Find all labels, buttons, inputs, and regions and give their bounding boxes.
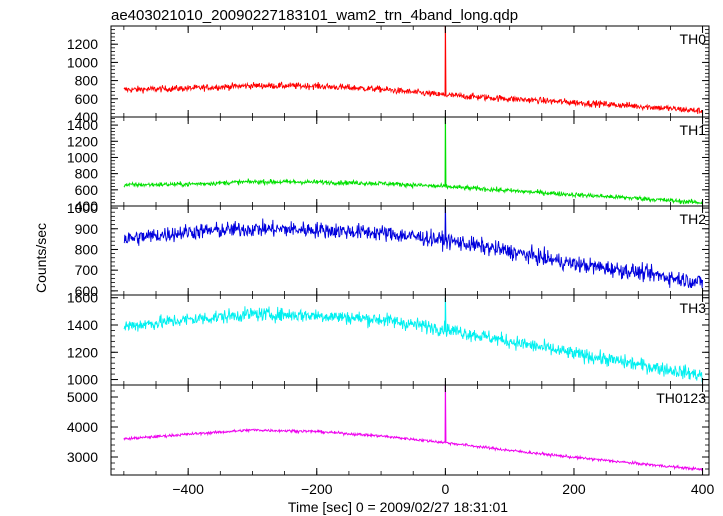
series-line-th0123 [123,385,703,472]
panel-frame [110,25,710,118]
x-tick-label: −400 [172,481,204,497]
y-tick-label: 1000 [67,149,98,165]
y-tick-label: 700 [75,262,99,278]
panel-label-th3: TH3 [680,300,707,316]
y-axis-label: Counts/sec [33,223,49,293]
panel-frame [110,294,710,386]
y-tick-label: 1600 [67,290,98,306]
y-tick-label: 1200 [67,36,98,52]
series-line-th0 [123,26,703,114]
y-tick-label: 1000 [67,54,98,70]
series-line-th1 [123,117,703,205]
y-tick-label: 1200 [67,133,98,149]
panel-th2: 600 700 800 900 1000 TH2 [67,200,710,299]
y-tick-label: 400 [75,109,99,125]
y-tick-label: 800 [75,73,99,89]
y-tick-label: 1000 [67,200,98,216]
x-tick-label: −200 [301,481,333,497]
panel-th3: 1000 1200 1400 1600 TH3 [67,290,710,388]
chart-title: ae403021010_20090227183101_wam2_trn_4ban… [111,7,518,24]
y-tick-label: 1200 [67,344,98,360]
y-tick-label: 400 [75,198,99,214]
panel-label-th0: TH0 [680,31,707,47]
x-axis: −400 −200 0 200 400 [172,481,714,497]
x-tick-label: 400 [691,481,715,497]
y-tick-label: 800 [75,241,99,257]
x-axis-label: Time [sec] 0 = 2009/02/27 18:31:01 [288,499,508,515]
panel-th0123: 3000 4000 5000 TH0123 [67,384,710,476]
y-tick-label: 600 [75,91,99,107]
panel-frame [110,205,710,296]
panel-th0: 400 600 800 1000 1200 TH0 [67,25,710,125]
y-tick-label: 600 [75,283,99,299]
y-tick-label: 1400 [67,317,98,333]
y-tick-label: 900 [75,221,99,237]
x-tick-label: 0 [441,481,449,497]
series-line-th2 [123,207,704,289]
x-tick-label: 200 [562,481,586,497]
y-tick-label: 1400 [67,117,98,133]
panel-frame [110,116,710,207]
panel-label-th1: TH1 [680,122,707,138]
y-tick-label: 3000 [67,449,98,465]
y-tick-label: 600 [75,182,99,198]
y-tick-label: 1000 [67,372,98,388]
y-tick-label: 4000 [67,419,98,435]
panel-label-th2: TH2 [680,211,707,227]
y-tick-label: 800 [75,166,99,182]
y-tick-label: 5000 [67,389,98,405]
panel-frame [110,384,710,476]
series-line-th3 [123,297,704,383]
panel-label-th0123: TH0123 [656,390,706,406]
